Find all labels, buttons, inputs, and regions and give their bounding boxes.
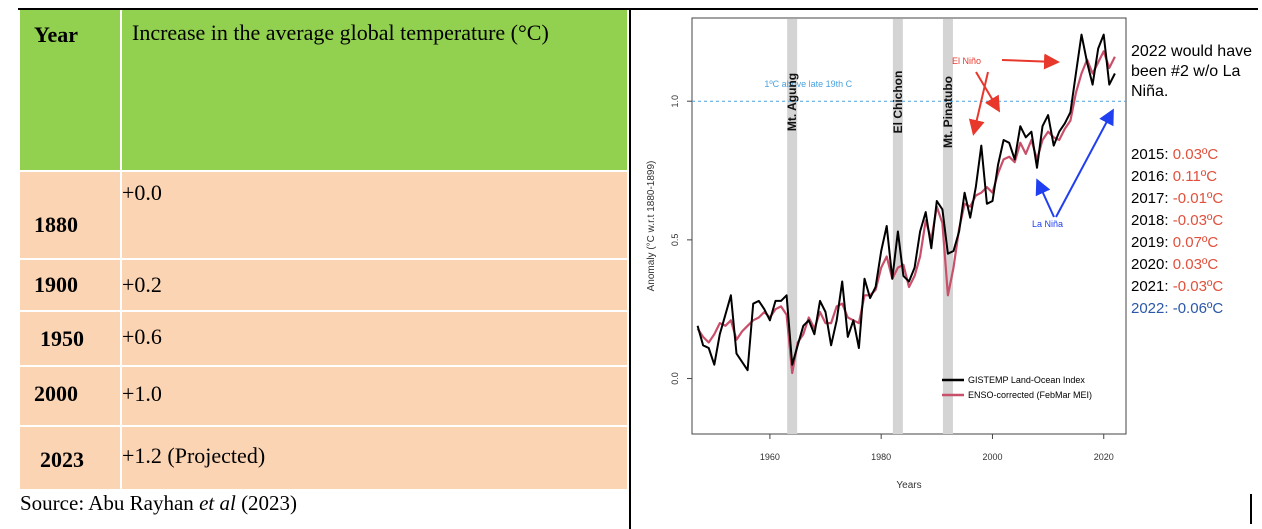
temperature-value: +1.2 (Projected) [122, 443, 266, 468]
legend: GISTEMP Land-Ocean Index ENSO-corrected … [942, 375, 1092, 400]
volcano-band [942, 19, 953, 434]
year-value: 2023 [40, 447, 84, 472]
side-value-row: 2022: -0.06ºC [1131, 300, 1223, 317]
side-value-year: 2017: [1131, 190, 1173, 207]
la-nina-arrow [1035, 178, 1055, 218]
el-nino-label: El Niño [952, 56, 981, 66]
volcano-band [892, 19, 903, 434]
table-row: 2023 +1.2 (Projected) [20, 427, 627, 489]
year-cell: 1900 [20, 260, 122, 310]
temperature-value: +1.0 [122, 381, 162, 406]
year-value: 1880 [34, 212, 78, 237]
side-value-row: 2016: 0.11ºC [1131, 168, 1217, 185]
side-value-amount: -0.03ºC [1172, 212, 1224, 229]
table-row: 1950 +0.6 [20, 312, 627, 365]
top-rule [18, 8, 1258, 10]
volcano-label: Mt. Agung [785, 73, 799, 131]
side-note: 2022 would have been #2 w/o La Niña. [1131, 43, 1252, 100]
column-divider [629, 8, 631, 529]
right-edge-rule [1250, 494, 1252, 524]
year-cell: 1950 [20, 312, 122, 365]
year-value: 2000 [34, 381, 78, 406]
legend-label-gistemp: GISTEMP Land-Ocean Index [968, 375, 1085, 385]
year-cell: 1880 [20, 172, 122, 258]
value-cell: +0.0 [122, 172, 627, 258]
y-tick-label: 0.5 [670, 234, 680, 247]
header-value-cell: Increase in the average global temperatu… [122, 10, 627, 170]
reference-line-label: 1ºC above late 19th C [764, 79, 852, 89]
x-tick-label: 2000 [982, 452, 1002, 462]
side-value-amount: 0.03ºC [1172, 146, 1219, 163]
side-value-year: 2018: [1131, 212, 1173, 229]
table-row: 1900 +0.2 [20, 260, 627, 310]
side-value-row: 2021: -0.03ºC [1131, 278, 1223, 295]
y-axis-label: Anomaly (°C w.r.t 1880-1899) [646, 161, 657, 292]
year-cell: 2023 [20, 427, 122, 489]
temperature-anomaly-chart: 1ºC above late 19th C Mt. Agung El Chicho… [646, 17, 1127, 491]
source-suffix: (2023) [235, 491, 298, 515]
header-value-label: Increase in the average global temperatu… [132, 20, 549, 45]
table-row: 2000 +1.0 [20, 367, 627, 425]
y-tick-label: 1.0 [670, 95, 680, 108]
value-cell: +1.0 [122, 367, 627, 425]
value-cell: +0.2 [122, 260, 627, 310]
series-line-gistemp [696, 33, 1116, 372]
temperature-value: +0.6 [122, 324, 162, 349]
la-nina-label: La Niña [1032, 219, 1063, 229]
side-value-row: 2019: 0.07ºC [1131, 234, 1218, 251]
x-axis-label: Years [896, 480, 921, 491]
x-tick-label: 2020 [1094, 452, 1114, 462]
volcano-label: Mt. Pinatubo [941, 76, 955, 148]
x-tick-label: 1960 [760, 452, 780, 462]
legend-label-enso: ENSO-corrected (FebMar MEI) [968, 390, 1092, 400]
side-value-year: 2020: [1131, 256, 1173, 273]
source-citation: Source: Abu Rayhan et al (2023) [20, 491, 297, 516]
side-value-year: 2022: [1131, 300, 1173, 317]
table-row: 1880 +0.0 [20, 172, 627, 258]
value-cell: +1.2 (Projected) [122, 427, 627, 489]
side-value-row: 2017: -0.01ºC [1131, 190, 1223, 207]
side-value-row: 2015: 0.03ºC [1131, 146, 1218, 163]
value-cell: +0.6 [122, 312, 627, 365]
side-value-year: 2021: [1131, 278, 1173, 295]
header-year-label: Year [34, 22, 78, 47]
y-tick-label: 0.0 [670, 372, 680, 385]
side-value-row: 2018: -0.03ºC [1131, 212, 1223, 229]
side-value-amount: -0.06ºC [1172, 300, 1224, 317]
plot-frame [691, 17, 1127, 435]
volcano-band [787, 19, 798, 434]
temperature-value: +0.2 [122, 272, 162, 297]
el-nino-arrow [1001, 53, 1060, 70]
volcano-label: El Chichon [891, 71, 905, 134]
year-value: 1900 [34, 272, 78, 297]
side-value-amount: -0.01ºC [1172, 190, 1224, 207]
el-nino-arrow [975, 71, 1001, 113]
x-tick-label: 1980 [871, 452, 891, 462]
year-value: 1950 [40, 326, 84, 351]
side-value-year: 2015: [1131, 146, 1173, 163]
la-nina-arrow [1055, 108, 1114, 218]
side-value-amount: 0.07ºC [1172, 234, 1219, 251]
source-italic: et al [199, 491, 236, 515]
side-value-amount: 0.11ºC [1172, 168, 1218, 185]
header-year-cell: Year [20, 10, 122, 170]
side-value-amount: -0.03ºC [1172, 278, 1224, 295]
el-nino-arrow [968, 71, 989, 136]
side-value-year: 2016: [1131, 168, 1173, 185]
side-value-row: 2020: 0.03ºC [1131, 256, 1218, 273]
side-value-amount: 0.03ºC [1172, 256, 1219, 273]
year-cell: 2000 [20, 367, 122, 425]
source-prefix: Source: Abu Rayhan [20, 491, 200, 515]
table-header-row: Year Increase in the average global temp… [20, 10, 627, 170]
side-value-year: 2019: [1131, 234, 1173, 251]
temperature-value: +0.0 [122, 180, 162, 205]
